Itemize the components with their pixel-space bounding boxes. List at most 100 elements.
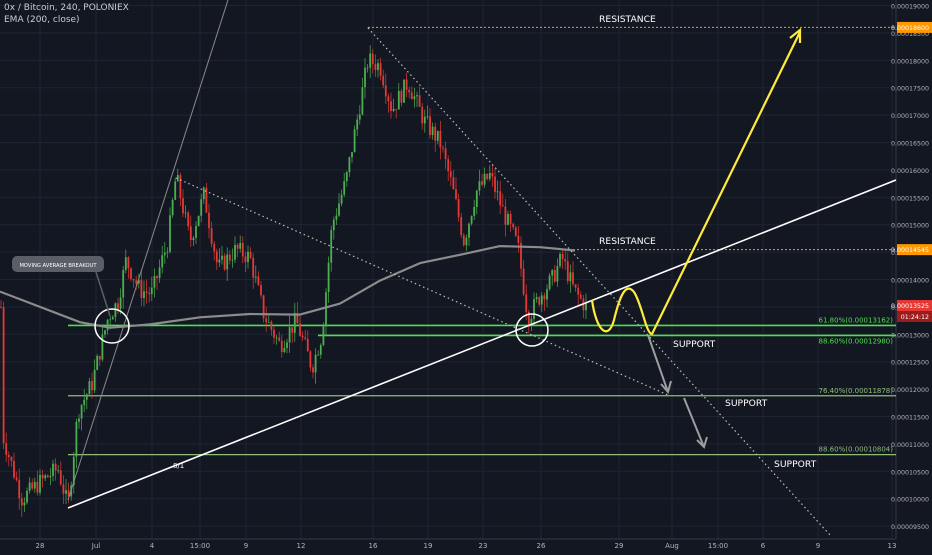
candle-body (13, 460, 15, 478)
price-tag-resistance (897, 244, 932, 256)
candle-body (559, 253, 561, 267)
candle-body (319, 345, 322, 355)
candle-body (387, 96, 390, 102)
candle-body (338, 203, 340, 216)
candle-body (249, 251, 252, 258)
candle-body (153, 275, 156, 288)
candle-body (254, 276, 257, 278)
y-tick-label: 0.00013000 (891, 332, 929, 339)
candle-body (553, 269, 556, 282)
descending-trendline-upper (367, 27, 831, 536)
candle-body (163, 252, 166, 256)
candle-body (54, 463, 57, 471)
candle-body (2, 307, 5, 444)
candle-body (468, 223, 470, 238)
fib-label-764: 76.40%(0.00011878) (819, 387, 894, 395)
candle-body (28, 482, 31, 491)
candle-body (361, 87, 364, 115)
candle-body (488, 172, 491, 179)
candle-body (5, 443, 8, 455)
candle-body (104, 330, 106, 335)
candle-body (62, 484, 65, 494)
candle-body (486, 173, 489, 179)
candle-body (449, 171, 452, 178)
y-tick-label: 0.00012500 (891, 360, 929, 367)
ema-200-line (0, 245, 576, 329)
candle-body (322, 326, 325, 346)
candle-body (127, 257, 130, 269)
candle-body (421, 106, 424, 124)
candle-body (195, 225, 197, 238)
candle-body (101, 334, 104, 360)
candle-body (52, 463, 54, 477)
candle-body (169, 215, 171, 252)
candle-body (117, 303, 119, 309)
candle-body (46, 475, 49, 478)
candle-body (192, 237, 195, 241)
candle-body (148, 292, 151, 295)
x-tick-label: 15:00 (708, 542, 728, 550)
down-arrow-2 (683, 397, 705, 448)
candle-body (96, 355, 99, 370)
candle-body (83, 399, 86, 406)
candle-body (179, 175, 182, 199)
candle-body (286, 342, 288, 348)
candle-body (512, 223, 515, 228)
candle-body (351, 152, 353, 158)
x-tick-label: 12 (297, 542, 306, 550)
candle-body (135, 280, 138, 284)
candle-body (189, 226, 192, 241)
candle-body (252, 257, 255, 278)
candle-body (460, 217, 463, 236)
candle-body (213, 243, 216, 252)
y-tick-label: 0.00015000 (891, 223, 929, 230)
candle-body (78, 418, 80, 422)
candle-body (525, 294, 528, 313)
candle-body (44, 475, 47, 479)
candle-body (327, 262, 330, 293)
x-tick-label: 9 (816, 542, 820, 550)
y-tick-label: 0.00015500 (891, 195, 929, 202)
y-tick-label: 0.00011500 (891, 415, 929, 422)
candle-body (23, 502, 26, 506)
candle-body (91, 381, 93, 391)
candle-body (364, 67, 366, 88)
candle-body (182, 198, 184, 214)
projection-arrowhead (789, 27, 802, 43)
x-tick-label: 26 (537, 542, 546, 550)
candle-body (205, 187, 208, 213)
candle-body (439, 130, 442, 148)
fib-label-618: 61.80%(0.00013162) (819, 316, 894, 324)
candle-body (353, 129, 356, 153)
retest-circle (515, 313, 549, 347)
candle-body (551, 269, 554, 276)
candle-body (218, 259, 221, 263)
breakout-callout-text: MOVING AVERAGE BREAKOUT (19, 263, 97, 269)
y-tick-label: 0.00017000 (891, 113, 929, 120)
candle-body (301, 335, 304, 338)
candle-body (156, 275, 158, 279)
candle-body (392, 108, 395, 111)
x-tick-label: 13 (888, 542, 897, 550)
candle-body (556, 266, 559, 282)
y-tick-label: 0.00016000 (891, 168, 929, 175)
candle-body (85, 394, 88, 400)
candle-body (343, 181, 346, 195)
candle-body (114, 303, 117, 317)
candle-body (299, 323, 301, 336)
ascending-trendline (67, 179, 897, 509)
candle-body (397, 90, 400, 110)
candle-body (390, 101, 392, 111)
candle-body (400, 90, 403, 103)
y-tick-label: 0.00018500 (891, 31, 929, 38)
candle-body (208, 212, 210, 229)
ema-line (0, 245, 576, 329)
candle-body (49, 476, 52, 478)
candle-body (366, 67, 369, 69)
candle-body (369, 53, 372, 68)
x-tick-label: 4 (150, 542, 155, 550)
down-arrow-1-head (660, 380, 672, 395)
